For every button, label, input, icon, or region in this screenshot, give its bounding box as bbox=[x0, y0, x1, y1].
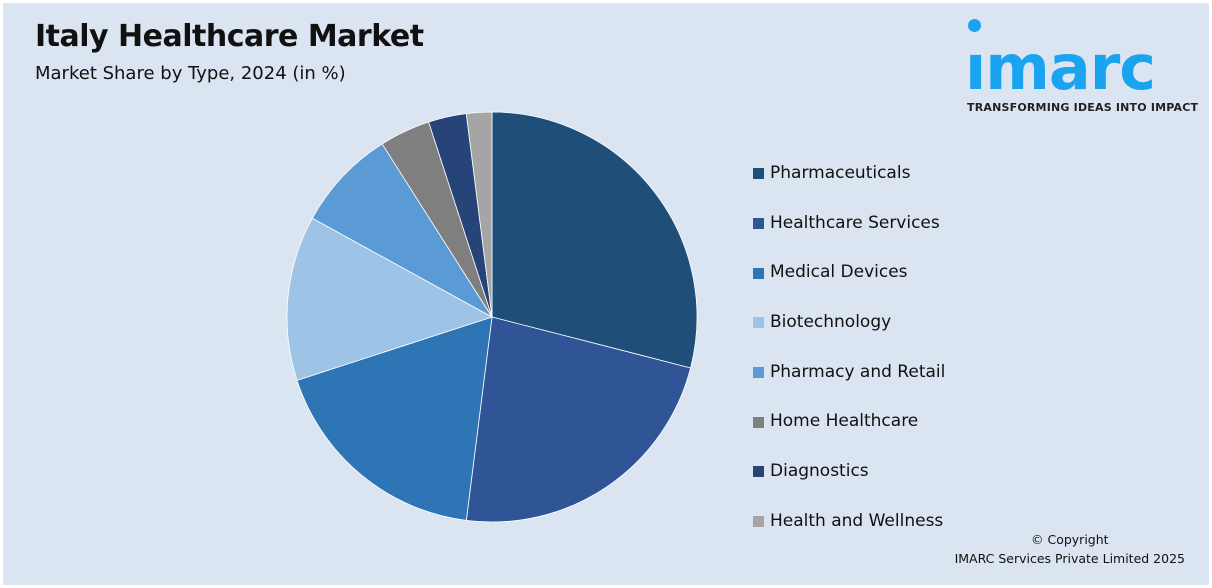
legend-swatch bbox=[753, 317, 764, 329]
chart-subtitle: Market Share by Type, 2024 (in %) bbox=[35, 63, 346, 84]
chart-title: Italy Healthcare Market bbox=[35, 19, 424, 54]
pie-slice-healthcare-services bbox=[465, 316, 692, 523]
legend-swatch bbox=[753, 466, 764, 478]
legend-label: Pharmacy and Retail bbox=[770, 361, 946, 382]
legend-item: Health and Wellness bbox=[753, 496, 945, 546]
legend-item: Pharmaceuticals bbox=[753, 148, 945, 198]
pie-slice-biotechnology bbox=[286, 217, 494, 381]
legend-label: Health and Wellness bbox=[770, 510, 944, 531]
copyright-label: © Copyright bbox=[1031, 532, 1109, 547]
legend-item: Healthcare Services bbox=[753, 198, 945, 248]
pie-chart bbox=[286, 111, 698, 523]
legend-item: Home Healthcare bbox=[753, 396, 945, 446]
legend-swatch bbox=[753, 367, 764, 379]
legend-item: Diagnostics bbox=[753, 446, 945, 496]
legend-label: Diagnostics bbox=[770, 460, 869, 481]
logo-dot bbox=[968, 19, 981, 32]
logo-wordmark: ımarc bbox=[965, 31, 1156, 104]
legend-label: Pharmaceuticals bbox=[770, 162, 911, 183]
legend-swatch bbox=[753, 168, 764, 180]
legend-item: Biotechnology bbox=[753, 297, 945, 347]
legend-item: Medical Devices bbox=[753, 247, 945, 297]
imarc-logo: ımarc TRANSFORMING IDEAS INTO IMPACT bbox=[961, 15, 1199, 115]
legend-swatch bbox=[753, 516, 764, 528]
logo-tagline: TRANSFORMING IDEAS INTO IMPACT bbox=[967, 101, 1199, 114]
copyright: © Copyright IMARC Services Private Limit… bbox=[955, 530, 1185, 568]
legend-swatch bbox=[753, 218, 764, 230]
legend-swatch bbox=[753, 267, 764, 279]
copyright-company: IMARC Services Private Limited 2025 bbox=[954, 551, 1185, 566]
chart-frame: Italy Healthcare Market Market Share by … bbox=[3, 3, 1209, 585]
legend-item: Pharmacy and Retail bbox=[753, 347, 945, 397]
pie-slice-pharmaceuticals bbox=[491, 111, 698, 369]
legend-label: Home Healthcare bbox=[770, 411, 919, 432]
pie-slice-pharmacy-and-retail bbox=[311, 143, 493, 318]
legend-label: Healthcare Services bbox=[770, 212, 940, 233]
legend: Pharmaceuticals Healthcare Services Medica… bbox=[753, 148, 945, 546]
pie-slice-health-and-wellness bbox=[465, 111, 493, 318]
pie-slice-medical-devices bbox=[296, 316, 493, 521]
legend-label: Medical Devices bbox=[770, 262, 908, 283]
legend-swatch bbox=[753, 416, 764, 428]
legend-label: Biotechnology bbox=[770, 311, 892, 332]
